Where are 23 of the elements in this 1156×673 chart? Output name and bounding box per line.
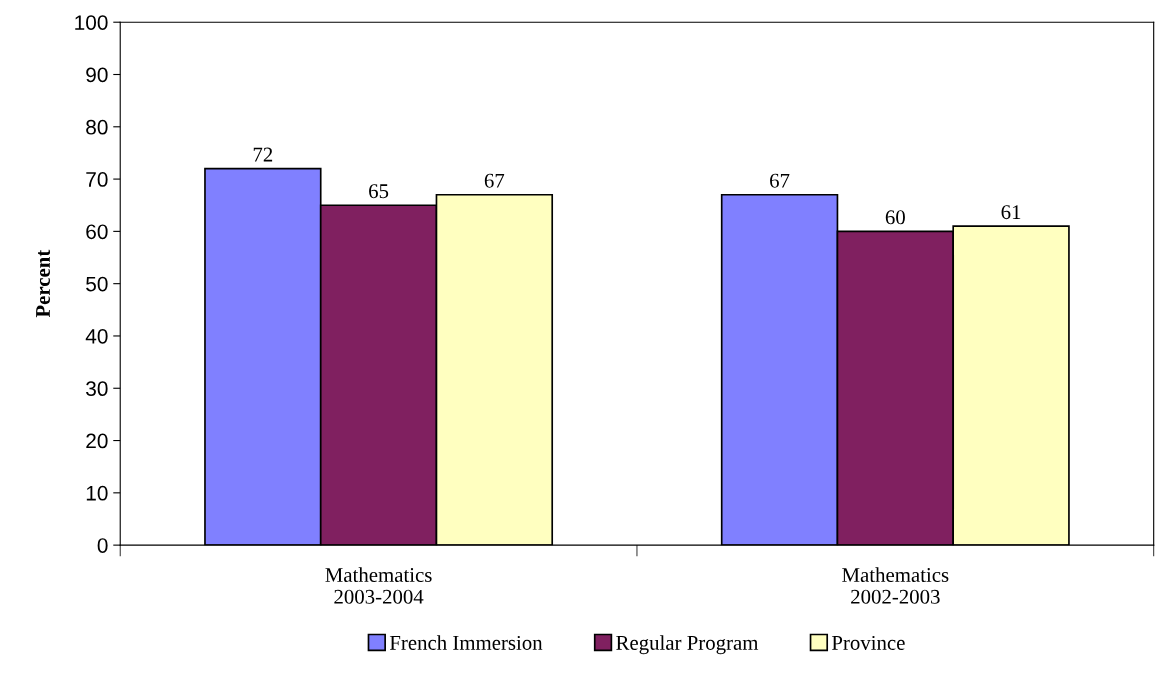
y-tick-label: 40 (85, 328, 108, 344)
y-tick-label: 20 (86, 433, 108, 449)
legend-label: Province (831, 635, 905, 650)
legend-label: Regular Program (616, 635, 759, 655)
y-tick-label: 60 (86, 224, 108, 240)
data-label: 67 (484, 173, 505, 188)
y-axis-title: Percent (36, 249, 50, 318)
data-label: 65 (369, 184, 389, 199)
x-tick-label: Mathematics 2003-2004 (325, 567, 432, 604)
y-tick-label: 10 (86, 485, 108, 501)
y-tick-label: 30 (86, 381, 108, 397)
y-tick-label: 100 (75, 15, 108, 30)
data-label: 60 (885, 210, 905, 225)
legend-label: French Immersion (389, 635, 543, 650)
y-tick-label: 80 (86, 119, 108, 135)
y-tick-label: 70 (86, 172, 108, 187)
data-label: 61 (1001, 205, 1021, 220)
y-tick-label: 90 (86, 67, 108, 83)
x-tick-label: Mathematics 2002-2003 (842, 567, 949, 604)
data-label: 72 (253, 147, 273, 162)
y-tick-label: 0 (97, 538, 108, 553)
data-label: 67 (770, 173, 790, 188)
y-tick-label: 50 (86, 276, 108, 292)
